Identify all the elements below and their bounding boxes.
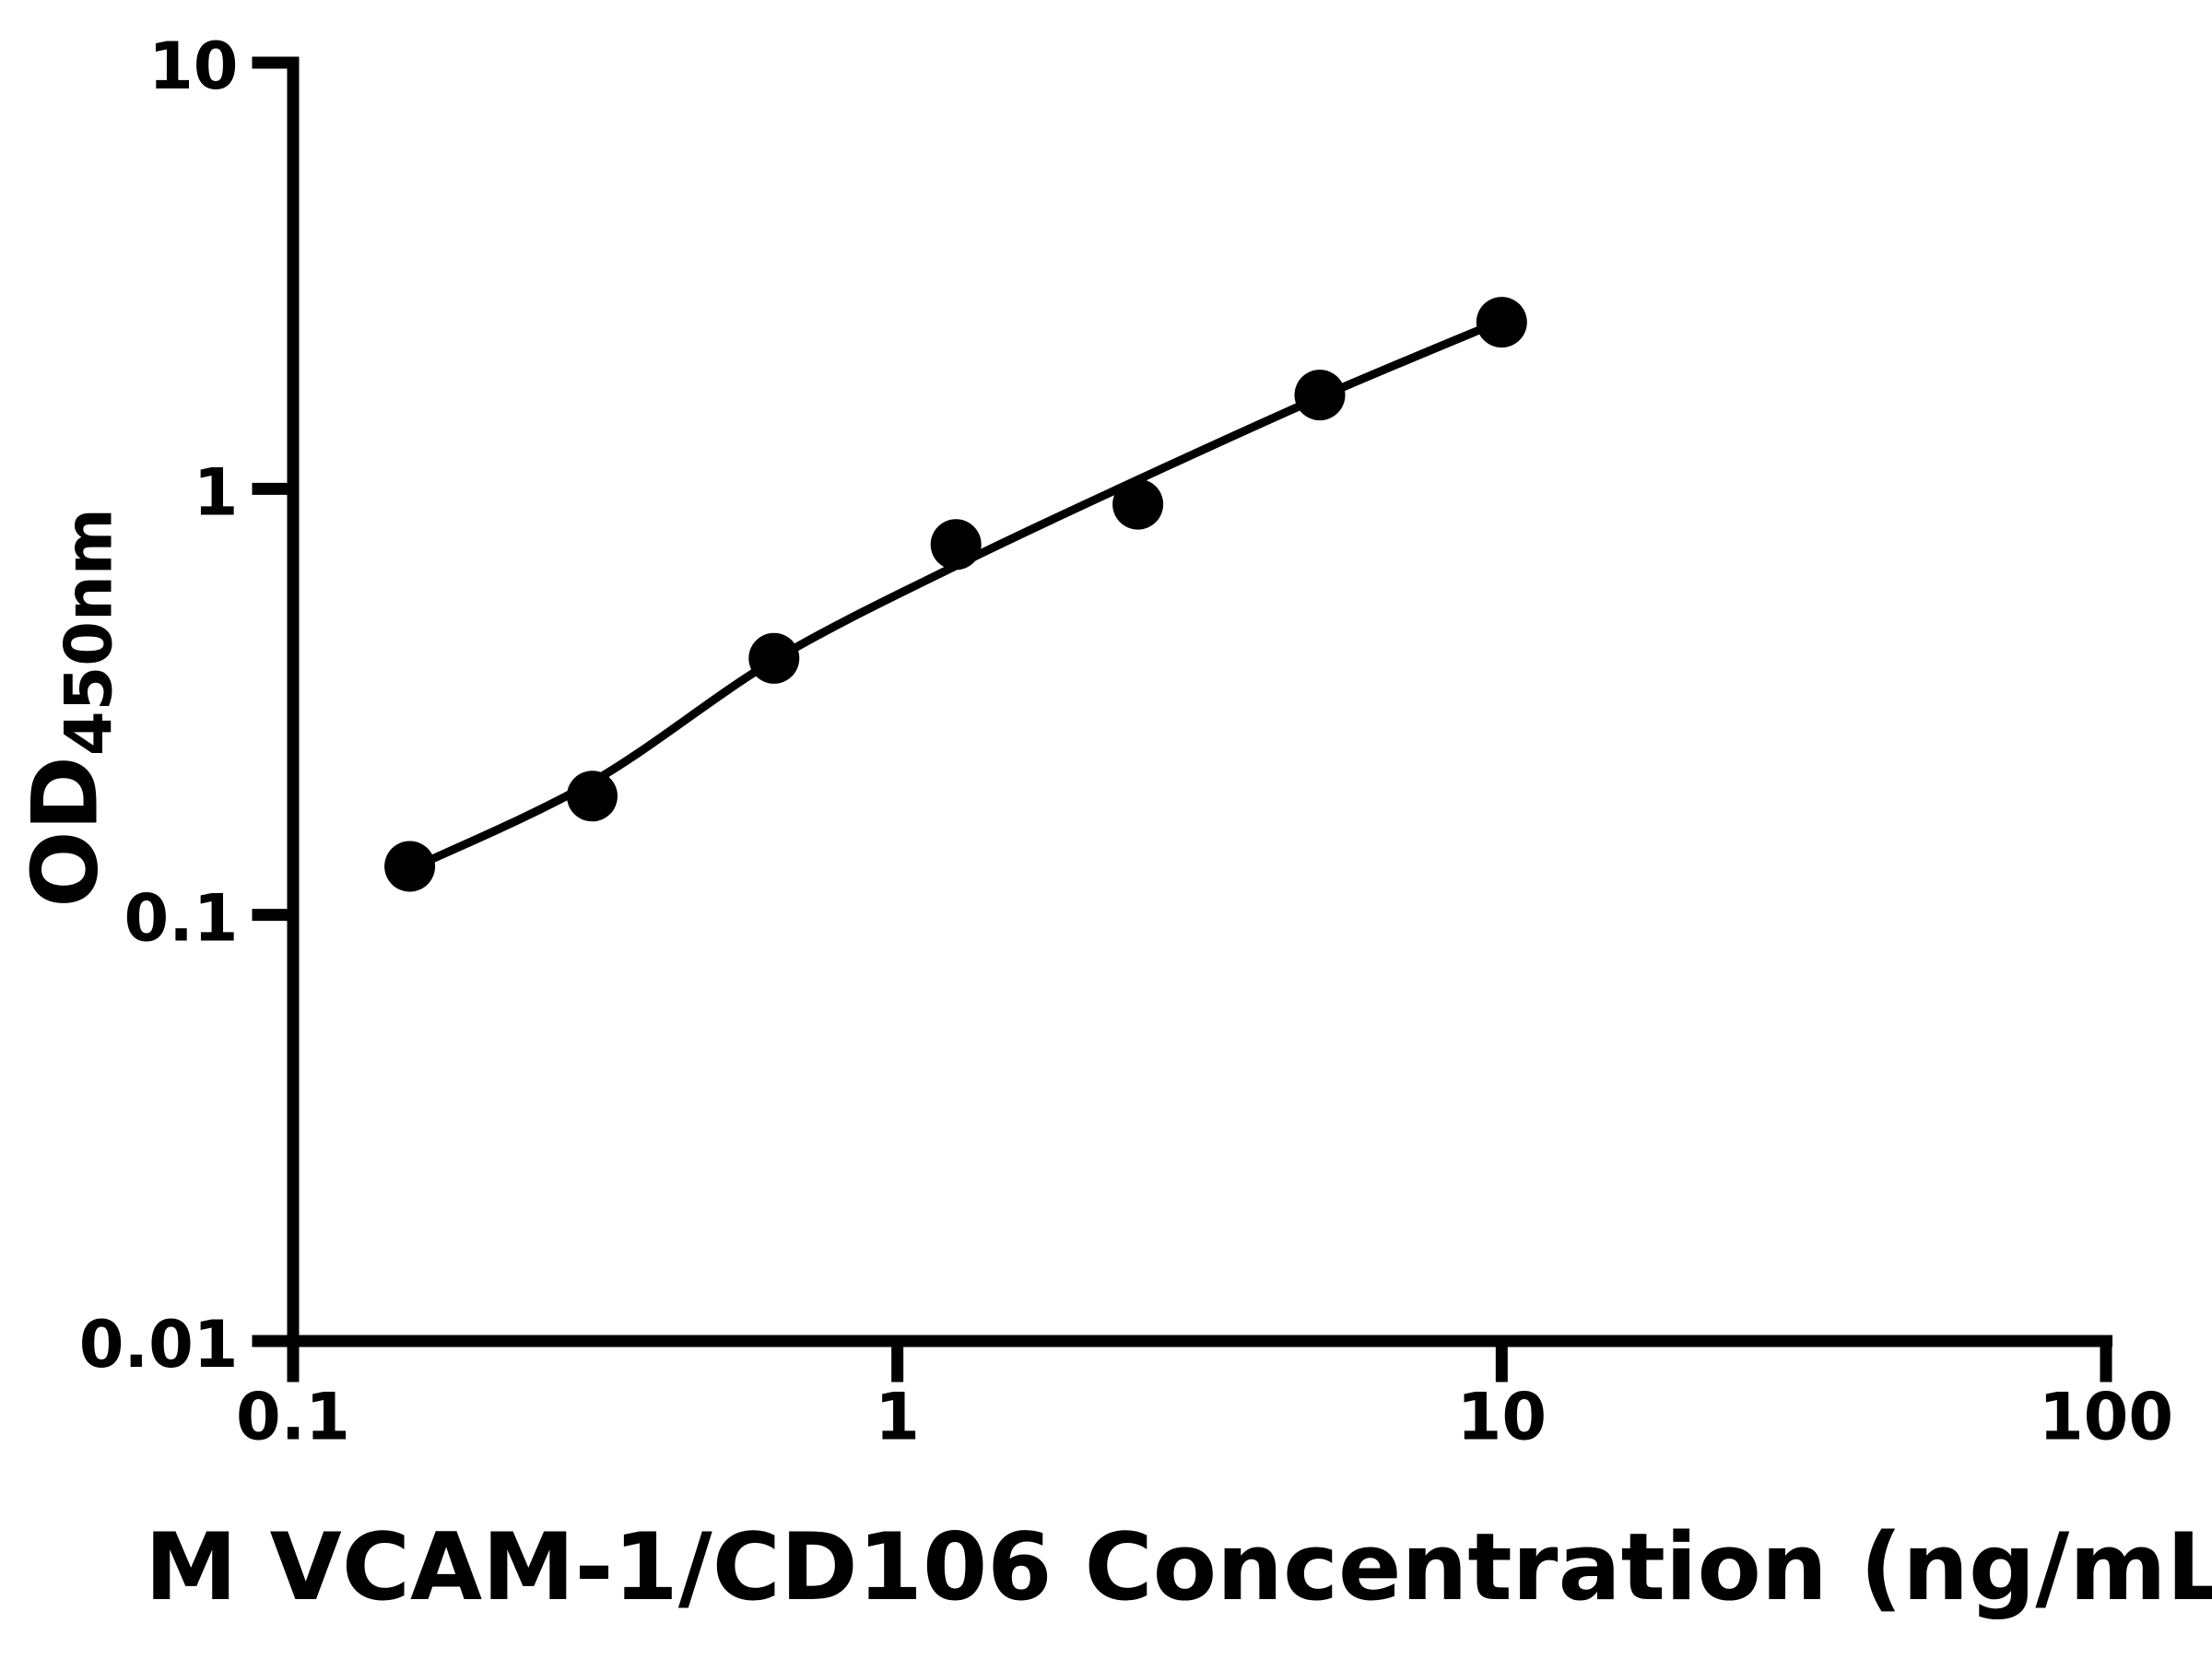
y-tick-label: 0.1 bbox=[124, 881, 238, 957]
y-axis-title-subscript: 450nm bbox=[51, 508, 127, 757]
y-axis-title: OD450nm bbox=[14, 508, 127, 908]
data-point-marker bbox=[384, 841, 436, 892]
y-tick-label: 0.01 bbox=[79, 1307, 239, 1382]
data-point-marker bbox=[930, 519, 982, 571]
x-tick-label: 1 bbox=[875, 1380, 920, 1455]
axes bbox=[287, 56, 2112, 1347]
data-point-marker bbox=[1476, 297, 1527, 348]
x-tick-label: 100 bbox=[2039, 1380, 2173, 1455]
x-tick-label: 10 bbox=[1457, 1380, 1547, 1455]
data-points bbox=[384, 297, 1527, 892]
y-axis-title-main: OD bbox=[13, 756, 119, 908]
data-point-marker bbox=[567, 771, 618, 822]
y-tick-label: 1 bbox=[194, 454, 239, 530]
y-tick-label: 10 bbox=[148, 29, 238, 104]
x-tick-label: 0.1 bbox=[236, 1380, 350, 1455]
data-point-marker bbox=[1294, 370, 1346, 421]
tick-marks bbox=[252, 56, 2112, 1382]
x-axis-title: M VCAM-1/CD106 Concentration (ng/mL bbox=[145, 1512, 2212, 1621]
data-point-marker bbox=[748, 632, 800, 684]
data-point-marker bbox=[1112, 478, 1164, 530]
